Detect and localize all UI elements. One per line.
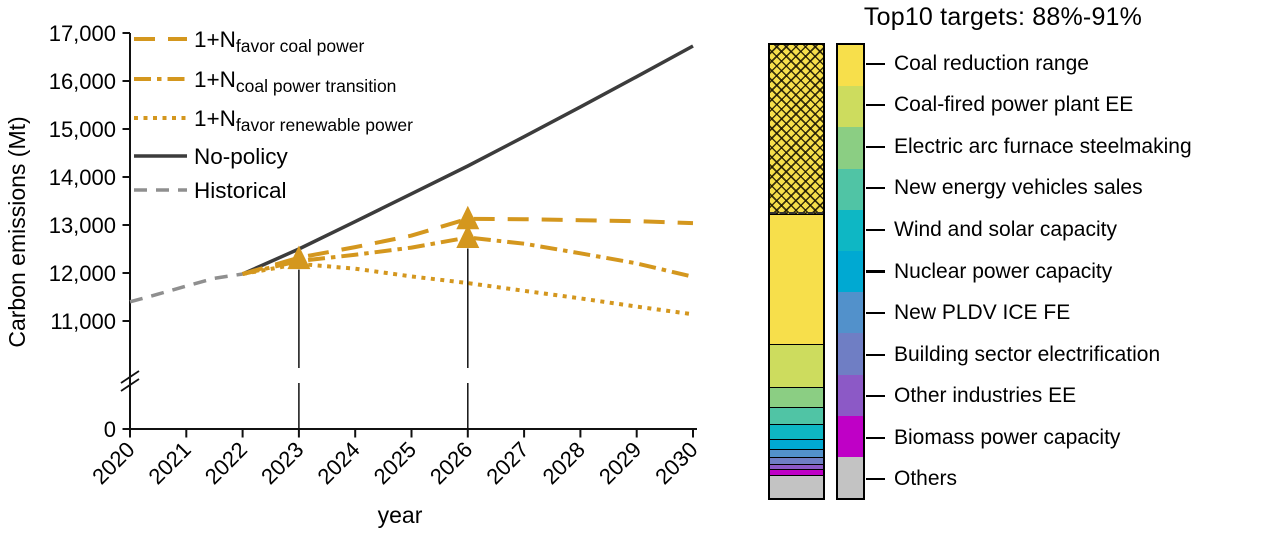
right-bar-segment-4 xyxy=(838,168,863,210)
series-line-favor-coal xyxy=(242,216,694,276)
category-label: Other industries EE xyxy=(894,384,1077,408)
right-bar-segment-5 xyxy=(838,209,863,251)
y-axis-break-mark xyxy=(120,378,140,392)
category-label: Electric arc furnace steelmaking xyxy=(894,134,1192,158)
right-bar-segment-7 xyxy=(838,292,863,334)
category-row-5: Wind and solar capacity xyxy=(866,209,1117,251)
left-bar-segment-others xyxy=(770,475,823,498)
category-row-7: New PLDV ICE FE xyxy=(866,292,1070,334)
y-axis-title: Carbon emissions (Mt) xyxy=(4,116,30,347)
left-bar-segment-biomass-power-capacity xyxy=(770,469,823,476)
category-tick-icon xyxy=(866,187,885,190)
category-row-8: Building sector electrification xyxy=(866,334,1160,376)
emissions-line-chart: 17,000 16,000 15,000 14,000 13,000 12,000 11,0… xyxy=(4,21,703,528)
legend-label-favor-renewable: 1+Nfavor renewable power xyxy=(194,106,413,135)
category-tick-icon xyxy=(866,353,885,356)
triangle-marker-2026-1 xyxy=(456,205,480,230)
right-bar-segment-10 xyxy=(838,415,863,457)
x-tick-label-2026: 2026 xyxy=(425,437,477,489)
series-line-no-policy xyxy=(241,44,694,276)
x-tick-label-2022: 2022 xyxy=(200,437,252,489)
y-tick-label-14000: 14,000 xyxy=(49,165,116,190)
left-bar-segment-new-energy-vehicles-sales xyxy=(770,406,823,424)
top10-targets-panel: Top10 targets: 88%-91% Coal reduction ra… xyxy=(760,0,1270,540)
category-tick-icon xyxy=(866,478,885,481)
y-tick-label-13000: 13,000 xyxy=(49,213,116,238)
right-bar-segment-11 xyxy=(838,456,863,499)
y-axis-break-mark xyxy=(120,370,140,384)
right-stacked-bar xyxy=(836,43,865,500)
category-tick-icon xyxy=(866,395,885,398)
category-label: Coal-fired power plant EE xyxy=(894,93,1134,117)
category-label: Coal reduction range xyxy=(894,51,1089,75)
series-line-favor-renewable xyxy=(242,261,694,317)
x-tick-label-2025: 2025 xyxy=(369,437,421,489)
category-row-4: New energy vehicles sales xyxy=(866,168,1143,210)
category-tick-icon xyxy=(866,62,885,65)
category-tick-icon xyxy=(866,228,885,232)
category-tick-icon xyxy=(866,270,885,273)
right-bar-segment-6 xyxy=(838,250,863,293)
category-tick-icon xyxy=(866,436,885,439)
y-tick-label-17000: 17,000 xyxy=(49,21,116,46)
triangle-marker-2023-0 xyxy=(287,245,311,270)
category-row-10: Biomass power capacity xyxy=(866,417,1120,459)
panel-title: Top10 targets: 88%-91% xyxy=(863,3,1143,31)
y-tick-label-16000: 16,000 xyxy=(49,69,116,94)
right-bar-segment-8 xyxy=(838,333,863,375)
triangle-marker-2026-2 xyxy=(456,224,480,248)
y-tick-label-12000: 12,000 xyxy=(49,261,116,286)
x-axis-title: year xyxy=(378,502,423,528)
category-label: Building sector electrification xyxy=(894,342,1161,366)
x-tick-label-2027: 2027 xyxy=(481,437,533,489)
right-bar-segment-2 xyxy=(838,86,863,128)
legend-label-historical: Historical xyxy=(194,178,287,203)
y-tick-label-15000: 15,000 xyxy=(49,117,116,142)
x-tick-label-2028: 2028 xyxy=(538,437,590,489)
category-label: Others xyxy=(894,467,958,491)
category-label: Nuclear power capacity xyxy=(894,259,1113,283)
category-label: Wind and solar capacity xyxy=(894,217,1117,241)
legend-label-favor-coal: 1+Nfavor coal power xyxy=(194,27,364,56)
x-tick-label-2030: 2030 xyxy=(650,437,702,489)
x-tick-label-2020: 2020 xyxy=(87,437,139,489)
category-row-6: Nuclear power capacity xyxy=(866,251,1112,293)
left-bar-segment-building-sector-electrification xyxy=(770,457,823,465)
y-tick-label-0: 0 xyxy=(104,417,116,442)
left-bar-segment-coal-fired-power-plant-ee xyxy=(770,344,823,387)
category-label: New energy vehicles sales xyxy=(894,176,1143,200)
left-bar-segment-nuclear-power-capacity xyxy=(770,439,823,450)
left-bar-segment-electric-arc-furnace-steelmaking xyxy=(770,386,823,407)
legend-label-coal-transition: 1+Ncoal power transition xyxy=(194,67,396,96)
y-tick-label-11000: 11,000 xyxy=(50,309,116,334)
left-bar-segment-coal-reduction xyxy=(770,213,823,345)
right-bar-segment-1 xyxy=(838,45,863,87)
category-row-1: Coal reduction range xyxy=(866,43,1089,85)
x-tick-label-2029: 2029 xyxy=(594,437,646,489)
left-bar-segment-new-pldv-ice-fe xyxy=(770,449,823,458)
left-bar-segment-other-industries-ee xyxy=(770,464,823,470)
right-bar-segment-3 xyxy=(838,127,863,169)
left-bar-segment-coal-reduction-range-hatched xyxy=(770,45,823,214)
legend-label-no-policy: No-policy xyxy=(194,144,289,169)
left-bar-segment-wind-and-solar-capacity xyxy=(770,423,823,440)
category-tick-icon xyxy=(866,145,885,148)
category-tick-icon xyxy=(866,311,885,315)
category-label: Biomass power capacity xyxy=(894,425,1121,449)
x-tick-label-2023: 2023 xyxy=(256,437,308,489)
category-row-11: Others xyxy=(866,459,957,501)
left-stacked-bar xyxy=(768,43,825,500)
series-line-historical xyxy=(129,272,243,304)
category-row-2: Coal-fired power plant EE xyxy=(866,85,1133,127)
right-bar-segment-9 xyxy=(838,374,863,416)
x-tick-label-2021: 2021 xyxy=(144,437,196,489)
category-label: New PLDV ICE FE xyxy=(894,301,1071,325)
category-row-9: Other industries EE xyxy=(866,375,1076,417)
category-tick-icon xyxy=(866,104,885,107)
x-tick-label-2024: 2024 xyxy=(312,437,364,489)
category-row-3: Electric arc furnace steelmaking xyxy=(866,126,1192,168)
